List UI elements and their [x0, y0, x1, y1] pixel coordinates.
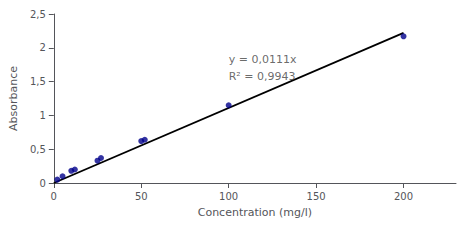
- svg-text:Absorbance: Absorbance: [7, 66, 20, 131]
- svg-text:0: 0: [51, 191, 57, 202]
- svg-text:y = 0,0111x: y = 0,0111x: [229, 53, 297, 66]
- svg-text:2,5: 2,5: [30, 9, 46, 20]
- svg-text:1: 1: [39, 110, 45, 121]
- svg-text:50: 50: [135, 191, 148, 202]
- svg-text:2: 2: [39, 42, 45, 53]
- svg-text:R² = 0,9943: R² = 0,9943: [229, 70, 296, 83]
- svg-text:Concentration (mg/l): Concentration (mg/l): [198, 206, 312, 219]
- svg-text:100: 100: [219, 191, 238, 202]
- svg-text:0: 0: [39, 178, 45, 189]
- svg-text:200: 200: [394, 191, 413, 202]
- svg-text:150: 150: [307, 191, 326, 202]
- svg-text:0,5: 0,5: [30, 144, 46, 155]
- svg-text:1,5: 1,5: [30, 76, 46, 87]
